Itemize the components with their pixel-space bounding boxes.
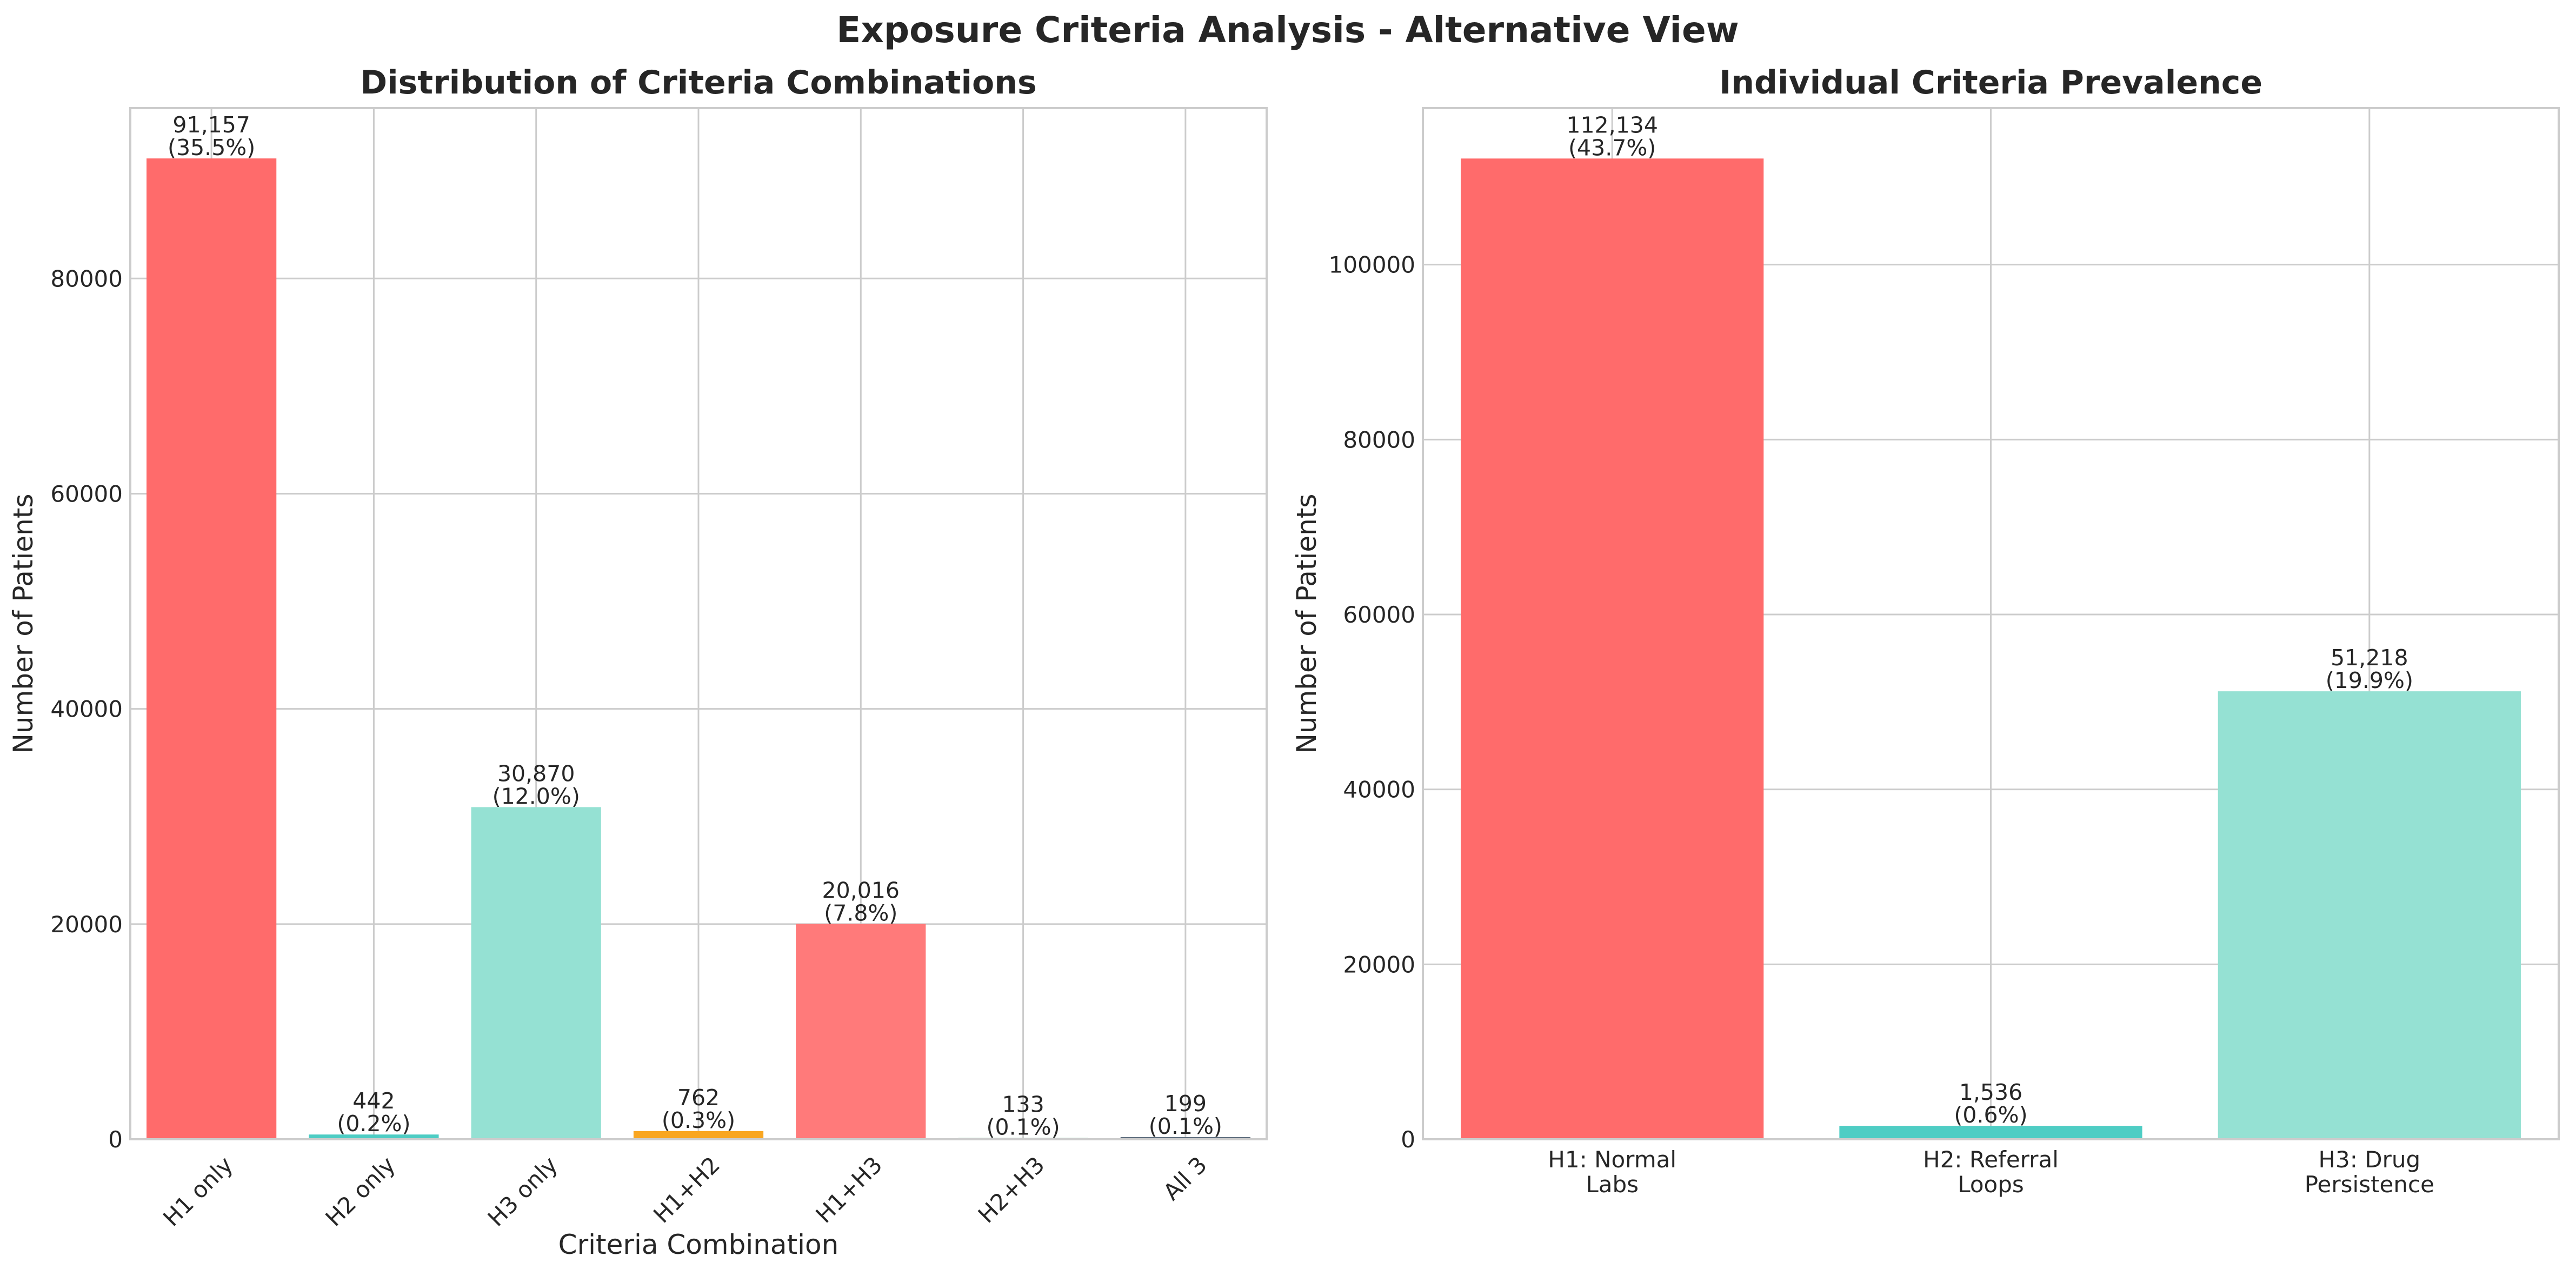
y-tick-label: 100000	[1329, 252, 1415, 278]
bar	[2218, 691, 2521, 1139]
combinations-bar-chart: Distribution of Criteria Combinations 91,…	[8, 64, 1268, 1260]
figure-title: Exposure Criteria Analysis - Alternative…	[836, 9, 1739, 51]
bar-value-label: 51,218	[2331, 645, 2408, 671]
bar-percent-label: (0.3%)	[662, 1107, 735, 1133]
plot-frame	[129, 107, 1268, 1140]
bar-percent-label: (12.0%)	[492, 783, 580, 809]
chart-title: Distribution of Criteria Combinations	[360, 64, 1036, 102]
bar-percent-label: (0.2%)	[337, 1111, 410, 1137]
y-axis-label: Number of Patients	[8, 494, 39, 754]
bar-value-label: 762	[677, 1085, 720, 1111]
x-tick-label-line: Labs	[1586, 1171, 1639, 1198]
bar	[1461, 158, 1764, 1139]
bar-percent-label: (7.8%)	[824, 900, 897, 926]
y-tick-label: 60000	[1343, 602, 1415, 628]
bar-percent-label: (0.6%)	[1954, 1102, 2027, 1128]
y-tick-label: 0	[108, 1126, 123, 1153]
bar	[309, 1134, 439, 1139]
x-tick-label: H3: Drug Persistence	[2305, 1146, 2434, 1198]
x-tick-label: H1+H3	[810, 1151, 887, 1228]
y-tick-label: 80000	[50, 265, 123, 292]
x-tick-label: H2: Referral Loops	[1923, 1146, 2059, 1198]
y-tick-label: 60000	[50, 480, 123, 507]
bar-value-label: 91,157	[172, 112, 250, 138]
x-tick-label: All 3	[1158, 1151, 1212, 1205]
bar-percent-label: (0.1%)	[986, 1114, 1060, 1140]
bar-percent-label: (19.9%)	[2326, 667, 2413, 693]
bar	[147, 158, 277, 1139]
bar-value-label: 20,016	[822, 878, 900, 904]
x-tick-label: H2+H3	[973, 1151, 1050, 1228]
x-tick-label-line: Loops	[1958, 1171, 2024, 1198]
plot-frame	[1422, 107, 2560, 1140]
bar	[796, 924, 926, 1139]
y-tick-label: 80000	[1343, 426, 1415, 453]
bar-value-label: 133	[1002, 1091, 1044, 1117]
bar-value-label: 112,134	[1566, 112, 1658, 138]
y-tick-label: 0	[1401, 1126, 1415, 1153]
y-tick-label: 40000	[50, 696, 123, 723]
y-axis-label: Number of Patients	[1291, 494, 1322, 754]
x-tick-label: H1+H2	[648, 1151, 725, 1228]
bar	[1839, 1126, 2142, 1139]
bar	[633, 1131, 764, 1139]
bar-percent-label: (35.5%)	[168, 135, 255, 161]
chart-title: Individual Criteria Prevalence	[1719, 64, 2262, 102]
x-tick-label-line: H3: Drug	[2318, 1146, 2420, 1173]
x-tick-label: H1 only	[158, 1151, 238, 1231]
y-tick-label: 40000	[1343, 777, 1415, 803]
prevalence-bar-chart: Individual Criteria Prevalence 112,134(43…	[1291, 64, 2560, 1198]
bar-value-label: 442	[352, 1088, 395, 1114]
bar-percent-label: (0.1%)	[1149, 1113, 1222, 1139]
x-tick-label: H3 only	[483, 1151, 563, 1231]
x-tick-label-line: H1: Normal	[1548, 1146, 1676, 1173]
x-axis-label: Criteria Combination	[558, 1229, 839, 1260]
x-tick-label-line: H2: Referral	[1923, 1146, 2059, 1173]
bar-value-label: 199	[1164, 1091, 1207, 1117]
bar-value-label: 1,536	[1959, 1079, 2022, 1105]
y-tick-label: 20000	[50, 911, 123, 938]
bar	[471, 807, 601, 1139]
bar-value-label: 30,870	[497, 760, 575, 786]
x-tick-label: H1: Normal Labs	[1548, 1146, 1676, 1198]
y-tick-label: 20000	[1343, 951, 1415, 978]
bar-percent-label: (43.7%)	[1568, 135, 1656, 161]
x-tick-label-line: Persistence	[2305, 1171, 2434, 1198]
x-tick-label: H2 only	[320, 1151, 400, 1231]
